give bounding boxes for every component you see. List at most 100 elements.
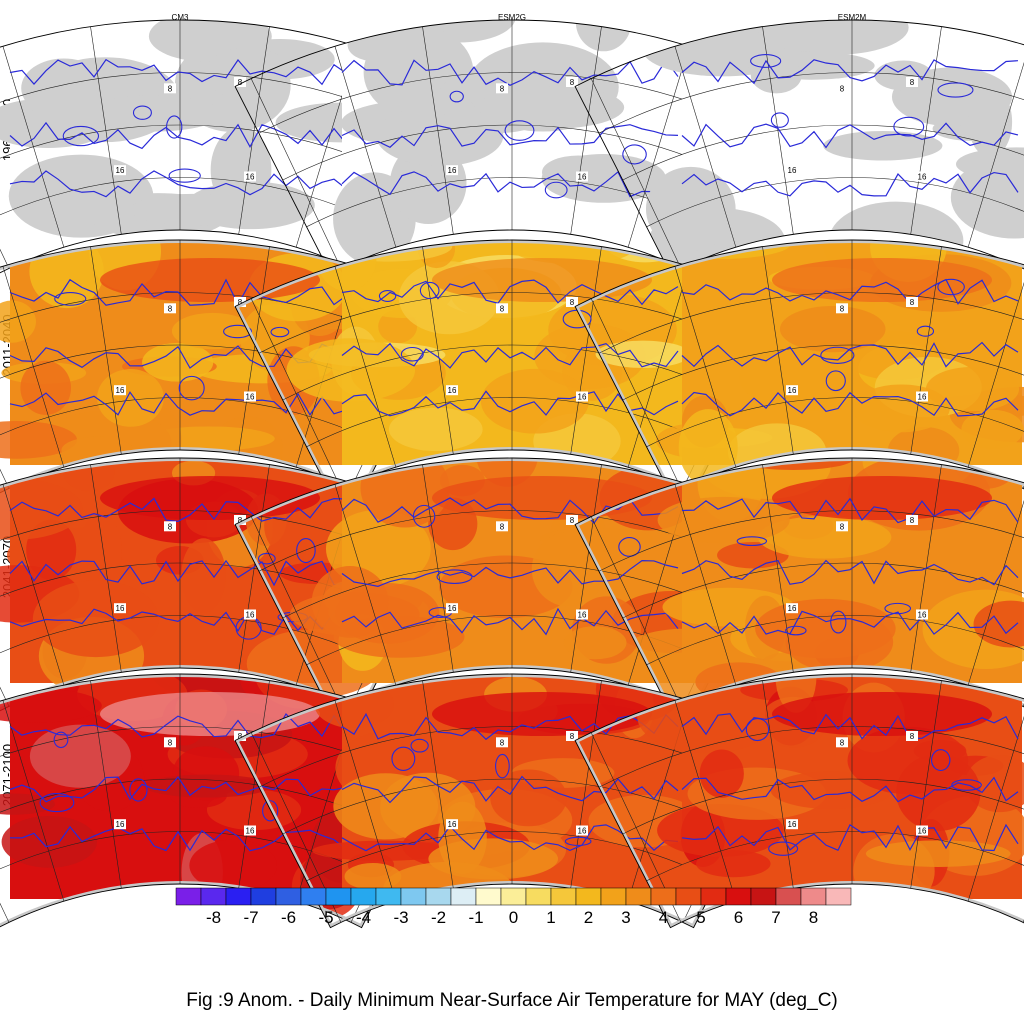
contour-loop xyxy=(951,779,982,791)
contour-loop xyxy=(916,325,935,337)
contour-label-box xyxy=(916,171,928,182)
column-title: ESM2M xyxy=(838,13,867,22)
colorbar-swatch xyxy=(275,887,302,906)
anomaly-patch xyxy=(973,600,1024,648)
parallel xyxy=(622,344,1024,401)
colorbar-tick-label: -3 xyxy=(393,908,408,927)
contour-loop xyxy=(884,602,912,615)
colorbar-swatch xyxy=(550,887,577,906)
contour-loop xyxy=(178,375,205,401)
anomaly-patch xyxy=(181,538,226,613)
colorbar-tick-label: 4 xyxy=(659,908,668,927)
contour-label-text: 16 xyxy=(578,611,587,620)
contour-label-text: 8 xyxy=(238,732,243,741)
colorbar-tick-label: -8 xyxy=(206,908,221,927)
contour-label-box xyxy=(576,171,588,182)
parallel xyxy=(306,831,718,882)
contour-loop xyxy=(768,841,799,856)
anomaly-patch xyxy=(785,611,894,673)
contour-label: 16 xyxy=(114,385,126,396)
contour-label-box xyxy=(244,609,256,620)
contour-label: 8 xyxy=(164,521,176,532)
map-outline xyxy=(574,19,1024,275)
contour-loop xyxy=(419,281,440,300)
anomaly-patch xyxy=(0,420,78,459)
colorbar-tick-label: 6 xyxy=(734,908,743,927)
contour-loop xyxy=(495,753,510,779)
colorbar-swatch xyxy=(400,887,427,906)
contour-label-box xyxy=(164,521,176,532)
map-outline xyxy=(574,239,1024,495)
contour-loop xyxy=(166,115,183,139)
contour-loop xyxy=(270,326,290,338)
anomaly-patch xyxy=(779,305,886,353)
parallel xyxy=(282,562,742,619)
contour-label-box xyxy=(496,303,508,314)
contour-label-box xyxy=(114,385,126,396)
column-title: ESM2G xyxy=(498,13,526,22)
contour-line xyxy=(9,58,347,86)
contour-label-text: 16 xyxy=(918,611,927,620)
contour-label: 8 xyxy=(164,737,176,748)
contour-loop xyxy=(168,168,201,183)
map-panel: 8 8 16 16 xyxy=(234,19,790,275)
contour-label-text: 16 xyxy=(788,166,797,175)
anomaly-patch xyxy=(595,340,691,368)
contour-loop xyxy=(296,538,316,564)
contour-line xyxy=(9,559,347,587)
contour-label: 16 xyxy=(114,603,126,614)
contour-label-box xyxy=(244,825,256,836)
contour-loop xyxy=(391,746,416,771)
anomaly-patch xyxy=(772,258,992,302)
colorbar-tick-label: 0 xyxy=(509,908,518,927)
contour-loop xyxy=(622,144,647,165)
contour-label-box xyxy=(234,297,246,307)
anomaly-patch xyxy=(490,769,567,827)
contour-label-text: 16 xyxy=(448,604,457,613)
column-titles: CM3 ESM2G ESM2M xyxy=(172,13,867,22)
anomaly-patch xyxy=(286,338,416,402)
colorbar-swatch xyxy=(725,887,752,906)
contour-label: 16 xyxy=(446,165,458,176)
contour-label-text: 16 xyxy=(918,827,927,836)
contour-label-text: 16 xyxy=(918,173,927,182)
map-outline xyxy=(574,673,1024,929)
contour-label-text: 8 xyxy=(238,516,243,525)
contour-loop xyxy=(400,346,424,362)
colorbar-swatch xyxy=(375,887,402,906)
colorbar-swatch xyxy=(750,887,777,906)
contour-label-text: 8 xyxy=(168,304,173,313)
contour-label-box xyxy=(114,165,126,176)
contour-line xyxy=(341,775,679,804)
contour-label-text: 8 xyxy=(168,738,173,747)
contour-loop xyxy=(223,324,253,339)
contour-line xyxy=(681,497,1019,524)
contour-line xyxy=(9,825,347,852)
contour-label-box xyxy=(566,77,578,87)
contour-line xyxy=(681,391,1019,417)
contour-label-box xyxy=(916,609,928,620)
contour-loop xyxy=(825,370,846,392)
map-panels: 8816168816168816168816168816168816168816… xyxy=(0,19,1024,929)
contour-label: 16 xyxy=(916,391,928,402)
colorbar-tick-label: 5 xyxy=(696,908,705,927)
map-panel: 8 8 16 16 xyxy=(574,673,1024,929)
contour-label-box xyxy=(496,521,508,532)
anomaly-patch xyxy=(100,258,320,302)
contour-label: 16 xyxy=(244,391,256,402)
contour-label: 16 xyxy=(244,825,256,836)
contour-label-text: 16 xyxy=(448,386,457,395)
anomaly-patch xyxy=(432,692,652,736)
contour-label: 8 xyxy=(836,303,848,314)
contour-line xyxy=(681,122,1019,149)
contour-label: 8 xyxy=(836,83,848,94)
contour-loop xyxy=(937,82,974,98)
anomaly-patch xyxy=(476,458,539,487)
contour-loop xyxy=(54,291,87,306)
contour-label-text: 16 xyxy=(578,827,587,836)
colorbar-swatch xyxy=(675,887,702,906)
contour-label: 8 xyxy=(234,297,246,307)
colorbar-swatch xyxy=(825,887,852,906)
anomaly-patch xyxy=(29,724,131,788)
land-mask xyxy=(968,86,1013,158)
